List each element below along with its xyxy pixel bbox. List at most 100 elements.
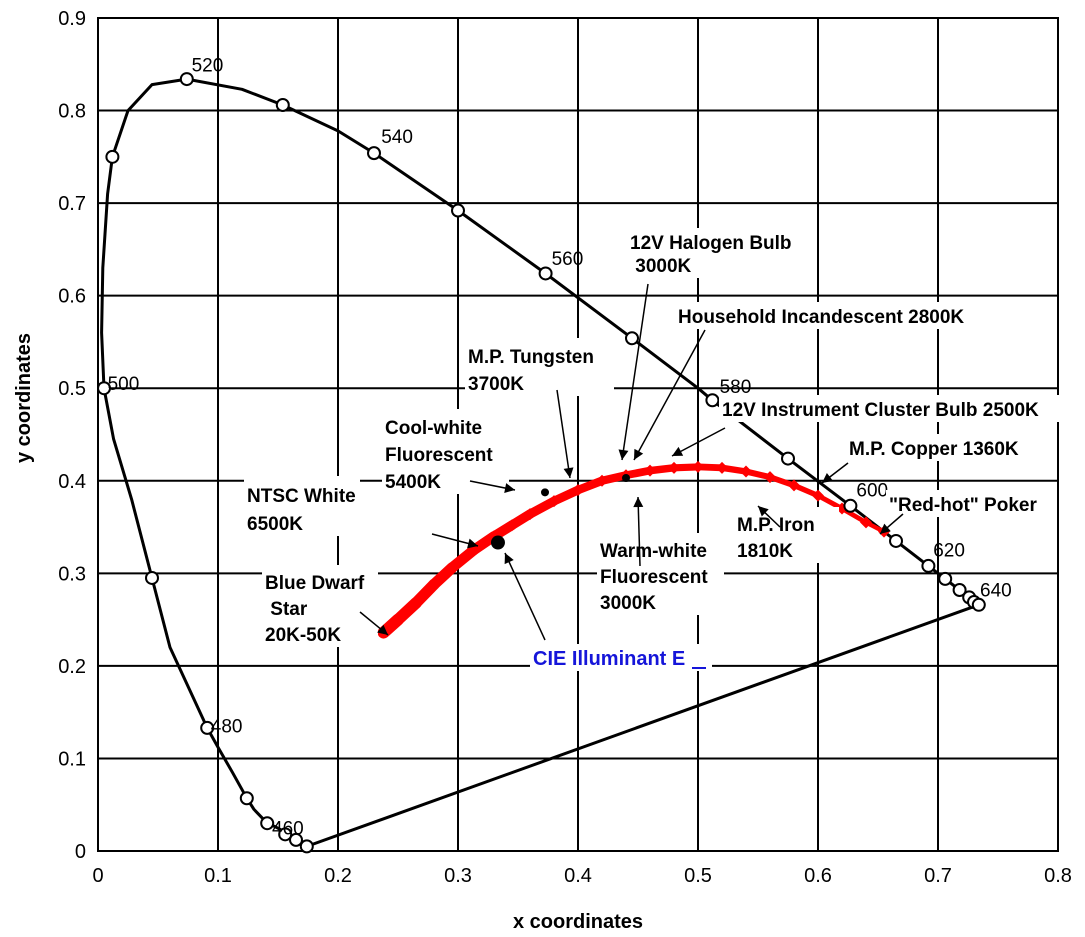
locus-marker xyxy=(705,393,720,408)
annotation-pointer xyxy=(556,389,571,479)
annotation-arrowhead xyxy=(467,538,478,549)
y-tick-label: 0.4 xyxy=(58,471,86,493)
wavelength-label: 640 xyxy=(980,580,1012,601)
point-marker xyxy=(541,488,549,497)
annotation-household: Household Incandescent 2800K xyxy=(678,307,964,328)
annotation-backing xyxy=(719,395,1085,422)
annotation-arrowhead xyxy=(880,523,891,534)
locus-marker xyxy=(105,149,120,164)
locus-marker xyxy=(97,381,111,396)
locus-marker xyxy=(971,597,986,612)
locus-marker xyxy=(921,558,936,573)
locus-marker xyxy=(200,720,215,735)
locus-marker xyxy=(278,827,293,842)
point-marker xyxy=(490,535,505,550)
planckian-marker xyxy=(860,516,872,529)
y-tick-label: 0.2 xyxy=(58,656,86,678)
x-tick-label: 0 xyxy=(92,865,103,887)
point-marker xyxy=(622,474,630,483)
annotation-iron: M.P. Iron 1810K xyxy=(737,515,815,562)
annotation-warmwhite: Warm-white Fluorescent 3000K xyxy=(600,541,708,614)
wavelength-label: 580 xyxy=(720,377,752,398)
annotation-halogen: 12V Halogen Bulb 3000K xyxy=(630,233,792,277)
annotation-backing xyxy=(262,565,378,647)
planckian-marker xyxy=(392,613,404,626)
planckian-marker xyxy=(740,465,752,478)
wavelength-label: 500 xyxy=(108,374,140,395)
annotation-arrowhead xyxy=(377,624,388,635)
x-tick-label: 0.5 xyxy=(684,865,712,887)
annotation-backing xyxy=(675,302,989,329)
annotation-arrowhead xyxy=(618,449,629,460)
annotation-backing xyxy=(382,409,509,494)
x-tick-label: 0.6 xyxy=(804,865,832,887)
planckian-marker xyxy=(668,461,680,474)
locus-marker xyxy=(451,203,465,218)
wavelength-label: 460 xyxy=(272,818,304,839)
annotation-copper: M.P. Copper 1360K xyxy=(849,439,1019,460)
wavelength-label: 540 xyxy=(381,127,413,148)
y-tick-label: 0.5 xyxy=(58,378,86,400)
annotation-backing xyxy=(530,644,712,671)
planckian-marker xyxy=(596,474,608,487)
planckian-marker xyxy=(764,471,776,484)
planckian-marker xyxy=(410,596,422,609)
locus-marker xyxy=(843,498,858,513)
wavelength-label: 600 xyxy=(856,481,888,502)
tick-labels: 0 0.1 0.2 0.3 0.4 0.5 0.6 0.7 0.8 0 0.1 0.2 0.3 0.4 0.… xyxy=(58,8,1072,887)
annotation-pointer xyxy=(633,329,706,461)
annotation-backing xyxy=(465,338,614,396)
planckian-marker xyxy=(506,519,518,532)
planckian-marker xyxy=(644,464,656,477)
planckian-marker xyxy=(692,460,704,473)
planckian-marker xyxy=(428,578,440,591)
y-tick-label: 0.7 xyxy=(58,193,86,215)
wavelength-labels: 460 480 500 520 540 560 580 600 620 640 xyxy=(108,56,1012,840)
annotation-coolwhite: Cool-white Fluorescent 5400K xyxy=(385,418,493,493)
annotation-backing xyxy=(734,507,839,563)
x-tick-label: 0.2 xyxy=(324,865,352,887)
wavelength-label: 520 xyxy=(192,56,224,77)
annotations: 12V Halogen Bulb 3000K Household Incandes… xyxy=(244,228,1085,671)
x-tick-label: 0.7 xyxy=(924,865,952,887)
planckian-marker xyxy=(548,495,560,508)
annotation-pointer xyxy=(621,283,649,461)
annotation-bluedwarf: Blue Dwarf Star 20K-50K xyxy=(265,573,365,646)
locus-marker xyxy=(367,146,381,161)
annotation-backing xyxy=(846,434,1039,461)
annotation-arrowhead xyxy=(672,446,684,456)
x-tick-label: 0.3 xyxy=(444,865,472,887)
locus-marker xyxy=(952,582,967,597)
annotation-arrowhead xyxy=(504,483,515,493)
annotation-backing xyxy=(244,476,360,536)
planckian-segment xyxy=(815,493,845,512)
annotation-arrowhead xyxy=(758,506,769,517)
planckian-marker xyxy=(524,508,536,521)
locus-marker xyxy=(179,72,194,87)
annotation-arrowhead xyxy=(563,467,574,478)
annotation-tungsten: M.P. Tungsten 3700K xyxy=(468,347,594,395)
locus-marker xyxy=(299,839,314,854)
wavelength-label: 560 xyxy=(552,249,584,270)
annotation-arrowhead xyxy=(634,448,644,460)
planckian-marker xyxy=(812,489,824,502)
y-tick-label: 0.3 xyxy=(58,563,86,585)
locus-marker xyxy=(938,571,953,586)
annotation-ntsc: NTSC White 6500K xyxy=(247,486,356,535)
locus-marker xyxy=(538,266,553,281)
wavelength-label: 480 xyxy=(211,717,243,738)
planckian-marker xyxy=(788,479,800,492)
annotation-backing xyxy=(627,228,809,278)
y-tick-label: 0.1 xyxy=(58,748,86,770)
annotation-cluster: 12V Instrument Cluster Bulb 2500K xyxy=(722,400,1039,421)
annotation-redhot: "Red-hot" Poker xyxy=(889,495,1037,516)
locus-marker xyxy=(275,98,290,113)
locus-marker xyxy=(625,331,639,346)
annotation-arrowhead xyxy=(633,497,644,508)
x-axis-title: x coordinates xyxy=(513,911,643,933)
wavelength-label: 620 xyxy=(933,541,965,562)
planckian-marker xyxy=(572,484,584,497)
y-tick-label: 0.9 xyxy=(58,8,86,30)
planckian-marker xyxy=(716,461,728,474)
annotation-backing xyxy=(886,490,1057,517)
